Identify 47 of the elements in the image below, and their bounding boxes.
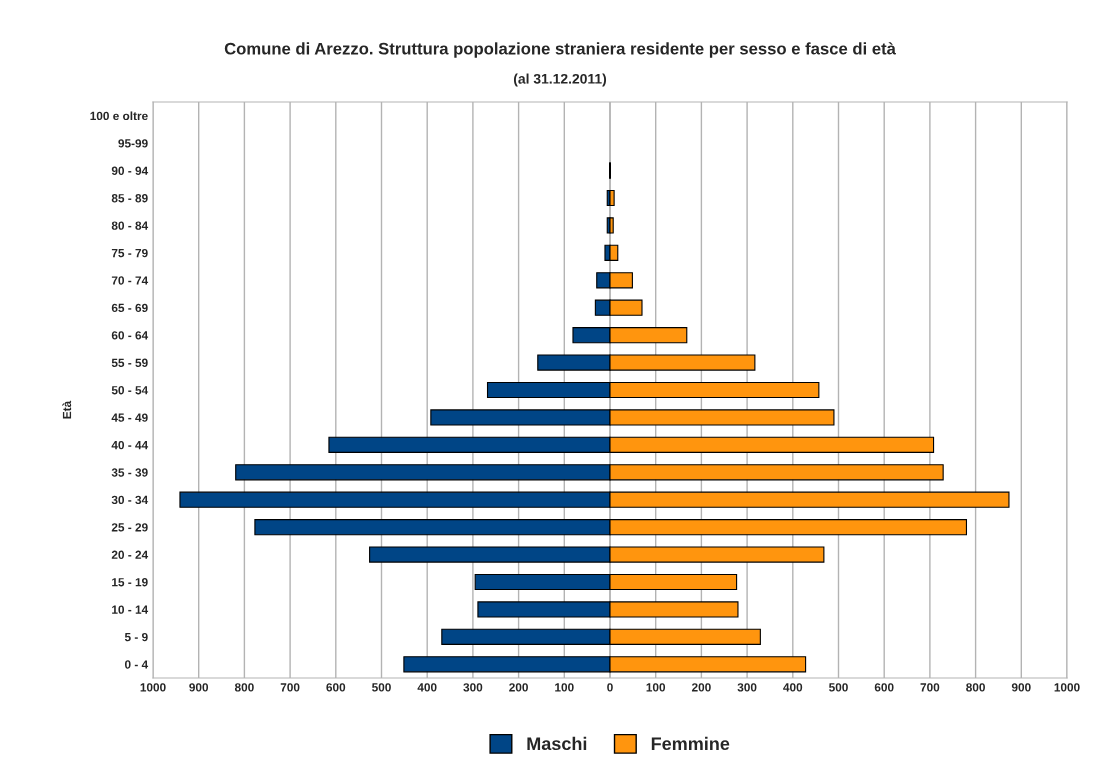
chart-title: Comune di Arezzo. Struttura popolazione straniera residente per sesso e fasce di età <box>224 42 896 58</box>
x-tick-label: 1000 <box>140 683 166 692</box>
y-tick-label: 35 - 39 <box>111 468 148 477</box>
y-tick-label: 40 - 44 <box>111 440 149 450</box>
y-tick-label: 80 - 84 <box>111 221 149 230</box>
y-tick-label: 95-99 <box>118 139 148 148</box>
y-tick-label: 30 - 34 <box>111 495 149 505</box>
y-tick-label: 65 - 69 <box>111 303 148 313</box>
x-tick-label: 1000 <box>1054 683 1080 692</box>
y-tick-label: 70 - 74 <box>111 276 149 285</box>
x-tick-label: 300 <box>737 683 757 692</box>
y-tick-label: 25 - 29 <box>111 523 148 532</box>
legend-label: Maschi <box>527 736 587 751</box>
y-tick-label: 100 e oltre <box>90 111 148 121</box>
y-tick-label: 20 - 24 <box>111 550 149 559</box>
y-tick-label: 50 - 54 <box>111 386 149 395</box>
y-tick-label: 45 - 49 <box>111 413 148 422</box>
x-tick-label: 500 <box>829 683 848 692</box>
x-tick-label: 100 <box>555 683 574 692</box>
x-tick-label: 600 <box>874 683 894 692</box>
x-tick-label: 300 <box>463 683 483 692</box>
x-tick-label: 800 <box>966 683 985 692</box>
y-tick-label: 0 - 4 <box>124 660 149 669</box>
y-axis-title: Età <box>62 400 72 419</box>
x-tick-label: 400 <box>417 683 437 692</box>
x-tick-label: 700 <box>280 683 300 692</box>
x-tick-label: 800 <box>234 683 254 692</box>
y-tick-label: 5 - 9 <box>124 632 148 642</box>
y-tick-label: 15 - 19 <box>112 578 148 587</box>
x-tick-label: 100 <box>646 683 666 692</box>
x-tick-label: 600 <box>326 683 346 692</box>
y-tick-label: 60 - 64 <box>111 331 149 340</box>
legend-label: Femmine <box>651 736 730 751</box>
y-tick-label: 75 - 79 <box>111 248 148 258</box>
y-tick-label: 55 - 59 <box>111 358 148 367</box>
y-tick-label: 85 - 89 <box>111 194 148 203</box>
y-tick-label: 90 - 94 <box>111 166 149 175</box>
x-tick-label: 900 <box>189 683 209 692</box>
chart-subtitle: (al 31.12.2011) <box>513 73 607 87</box>
x-tick-label: 200 <box>691 683 711 692</box>
x-tick-label: 700 <box>920 683 940 692</box>
x-tick-label: 400 <box>783 683 803 692</box>
x-tick-label: 500 <box>372 683 391 692</box>
x-tick-label: 200 <box>509 683 528 692</box>
x-tick-label: 900 <box>1011 683 1031 692</box>
x-tick-label: 0 <box>607 683 613 692</box>
y-tick-label: 10 - 14 <box>112 605 149 614</box>
